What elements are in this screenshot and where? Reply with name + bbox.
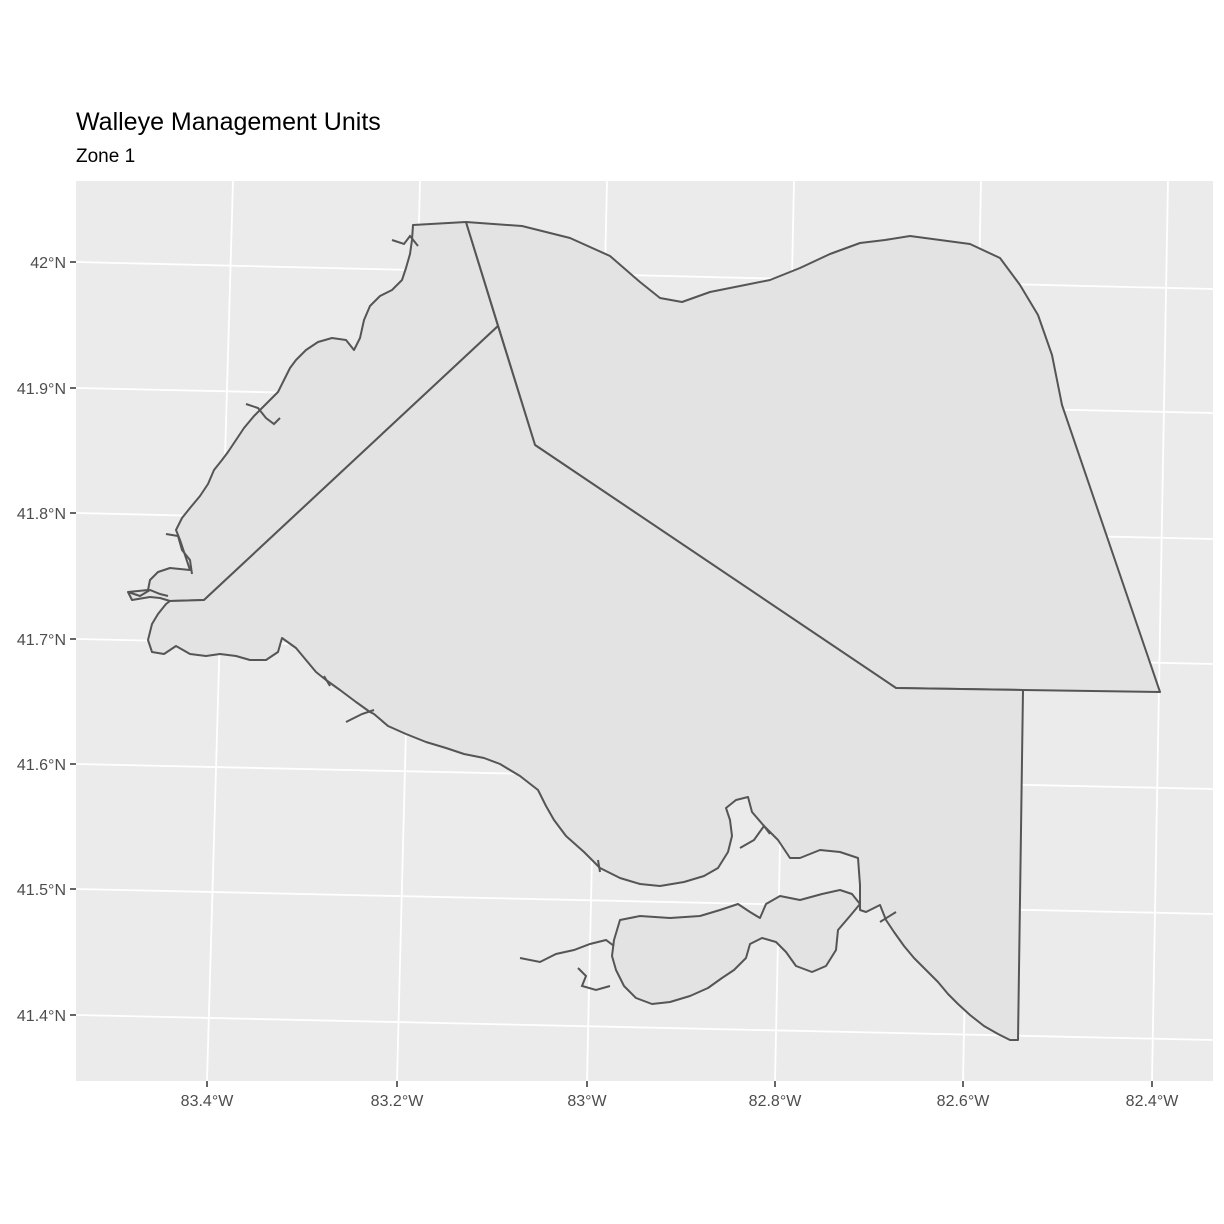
shoreline-detail-islands-west bbox=[127, 588, 169, 598]
x-axis bbox=[206, 1081, 1153, 1087]
graticule-lon-82.4 bbox=[1151, 180, 1169, 1082]
central-unit[interactable] bbox=[147, 325, 1024, 1041]
y-tick-label: 41.4°N bbox=[17, 1008, 66, 1025]
map-title: Walleye Management Units bbox=[76, 108, 381, 136]
peninsula-shoreline bbox=[611, 889, 861, 1005]
x-tick-label: 82.8°W bbox=[749, 1093, 803, 1110]
shoreline-details bbox=[127, 234, 897, 992]
x-tick-label: 83°W bbox=[567, 1093, 607, 1110]
shoreline-detail-port-clinton bbox=[519, 938, 615, 964]
map-subtitle: Zone 1 bbox=[76, 146, 136, 167]
x-tick-labels: 83.4°W 83.2°W 83°W 82.8°W 82.6°W 82.4°W bbox=[181, 1093, 1180, 1110]
western-unit[interactable] bbox=[127, 221, 499, 602]
y-tick-label: 41.9°N bbox=[17, 381, 66, 398]
y-tick-label: 41.7°N bbox=[17, 632, 66, 649]
shoreline-detail-inlet-northwest bbox=[165, 533, 193, 575]
x-tick-label: 83.4°W bbox=[181, 1093, 235, 1110]
y-tick-label: 41.5°N bbox=[17, 882, 66, 899]
shoreline-detail-creek-mouth bbox=[323, 675, 331, 687]
graticule-lat-42.0 bbox=[75, 261, 1214, 290]
graticule-lat-41.5 bbox=[75, 888, 1214, 915]
x-tick-label: 83.2°W bbox=[371, 1093, 425, 1110]
shoreline-detail-marsh bbox=[245, 403, 281, 426]
y-axis bbox=[70, 261, 76, 1016]
shoreline-detail-beach bbox=[597, 859, 601, 873]
x-tick-label: 82.4°W bbox=[1126, 1093, 1180, 1110]
graticule-lat-41.4 bbox=[75, 1014, 1214, 1041]
management-units bbox=[127, 221, 1161, 1041]
x-tick-label: 82.6°W bbox=[937, 1093, 991, 1110]
northeastern-unit[interactable] bbox=[465, 221, 1161, 693]
shoreline-detail-east-spit bbox=[879, 911, 897, 923]
shoreline-detail-creek bbox=[391, 234, 419, 247]
shoreline-detail-harbor bbox=[739, 824, 771, 849]
y-tick-labels: 42°N 41.9°N 41.8°N 41.7°N 41.6°N 41.5°N … bbox=[17, 255, 66, 1025]
y-tick-label: 41.6°N bbox=[17, 757, 66, 774]
shoreline-detail-bay-inlet bbox=[577, 967, 611, 992]
y-tick-label: 42°N bbox=[30, 255, 66, 272]
shoreline-detail-south-bay bbox=[345, 709, 375, 723]
y-tick-label: 41.8°N bbox=[17, 506, 66, 523]
